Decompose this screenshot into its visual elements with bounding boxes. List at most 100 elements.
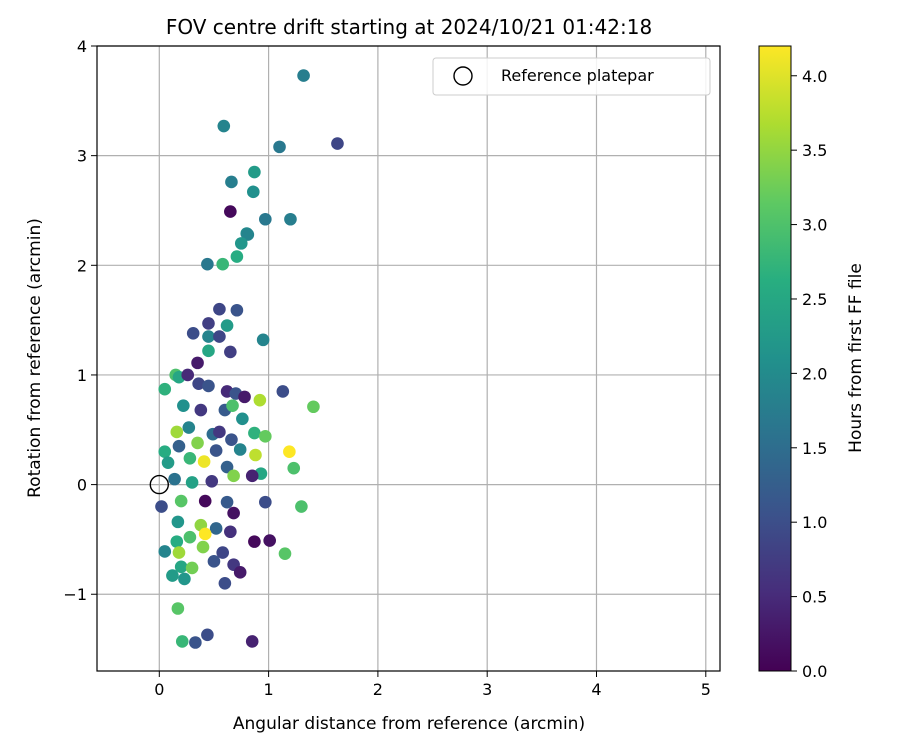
data-point — [178, 572, 191, 586]
data-point — [174, 494, 188, 508]
data-point — [246, 185, 260, 199]
data-point — [220, 495, 234, 509]
data-point — [209, 444, 223, 457]
data-points — [155, 69, 344, 649]
data-point — [225, 433, 238, 446]
data-point — [209, 522, 223, 535]
data-point — [170, 425, 184, 439]
data-point — [248, 535, 261, 548]
data-point — [236, 412, 249, 426]
x-tick-label: 3 — [482, 680, 492, 699]
data-point — [259, 430, 272, 443]
data-point — [202, 317, 215, 330]
data-point — [241, 228, 255, 241]
data-point — [155, 500, 168, 513]
data-point — [171, 602, 185, 615]
data-point — [189, 636, 202, 649]
y-tick-label: 1 — [77, 366, 87, 385]
x-tick-label: 2 — [373, 680, 383, 699]
data-point — [220, 319, 234, 332]
data-point — [170, 535, 184, 548]
data-point — [278, 547, 292, 560]
colorbar-tick-label: 1.0 — [802, 513, 827, 532]
data-point — [248, 426, 261, 440]
data-point — [224, 525, 237, 539]
data-point — [185, 561, 199, 575]
data-point — [331, 137, 344, 150]
x-tick-label: 0 — [154, 680, 164, 699]
colorbar-tick-label: 0.0 — [802, 662, 827, 681]
data-point — [227, 506, 240, 520]
colorbar-ticks: 0.0 0.5 1.0 1.5 2.0 2.5 3.0 3.5 4.0 — [791, 67, 827, 681]
data-point — [174, 560, 188, 574]
data-point — [273, 140, 286, 154]
data-point — [191, 436, 204, 450]
data-point — [202, 379, 215, 393]
colorbar: 0.0 0.5 1.0 1.5 2.0 2.5 3.0 3.5 4.0 Hours from f… — [758, 45, 866, 681]
colorbar-tick-label: 2.5 — [802, 290, 827, 309]
colorbar-tick-label: 3.5 — [802, 141, 827, 160]
chart-title: FOV centre drift starting at 2024/10/21 … — [166, 15, 652, 39]
data-point — [233, 566, 247, 579]
data-point — [202, 344, 215, 358]
colorbar-gradient — [759, 46, 791, 671]
data-point — [166, 569, 179, 582]
data-point — [245, 469, 259, 483]
y-axis: −1 0 1 2 3 4 — [63, 37, 97, 604]
data-point — [201, 628, 214, 642]
legend: Reference platepar — [432, 57, 711, 96]
data-point — [198, 527, 212, 541]
data-point — [196, 540, 210, 554]
data-point — [171, 515, 185, 529]
data-point — [213, 425, 226, 439]
data-point — [248, 165, 261, 179]
data-point — [216, 546, 229, 559]
data-point — [253, 393, 267, 407]
data-point — [307, 400, 320, 414]
plot-frame — [96, 45, 721, 672]
reference-platepar-marker — [149, 474, 170, 495]
x-axis: 0 1 2 3 4 5 — [154, 671, 711, 699]
data-point — [283, 445, 296, 459]
data-point — [217, 119, 231, 133]
data-point — [192, 377, 205, 391]
data-point — [226, 399, 239, 412]
data-point — [276, 385, 290, 398]
data-point — [263, 534, 276, 547]
legend-reference-marker — [453, 66, 473, 86]
data-point — [297, 69, 310, 82]
colorbar-tick-label: 0.5 — [802, 588, 827, 607]
data-point — [161, 456, 175, 469]
data-point — [181, 368, 195, 382]
data-point — [224, 205, 237, 218]
x-tick-label: 4 — [591, 680, 601, 699]
data-point — [284, 212, 297, 226]
data-point — [177, 399, 190, 412]
data-point — [233, 443, 247, 456]
data-point — [172, 439, 186, 453]
data-point — [245, 635, 259, 648]
data-point — [216, 257, 229, 271]
data-point — [220, 460, 234, 474]
data-point — [191, 356, 204, 370]
grid-lines — [97, 45, 720, 671]
data-point — [197, 455, 211, 468]
y-tick-label: 3 — [77, 147, 87, 166]
data-point — [186, 326, 200, 340]
data-point — [218, 576, 232, 590]
colorbar-label: Hours from first FF file — [846, 263, 866, 453]
y-tick-label: 2 — [77, 256, 87, 275]
colorbar-tick-label: 1.5 — [802, 439, 827, 458]
data-point — [249, 448, 262, 462]
legend-label-reference: Reference platepar — [501, 66, 654, 85]
data-point — [198, 494, 212, 508]
data-point — [295, 500, 308, 513]
data-point — [213, 302, 226, 316]
data-point — [259, 495, 272, 509]
data-point — [205, 475, 219, 488]
data-point — [158, 382, 172, 396]
data-point — [234, 237, 248, 250]
y-tick-label: 4 — [77, 37, 87, 56]
